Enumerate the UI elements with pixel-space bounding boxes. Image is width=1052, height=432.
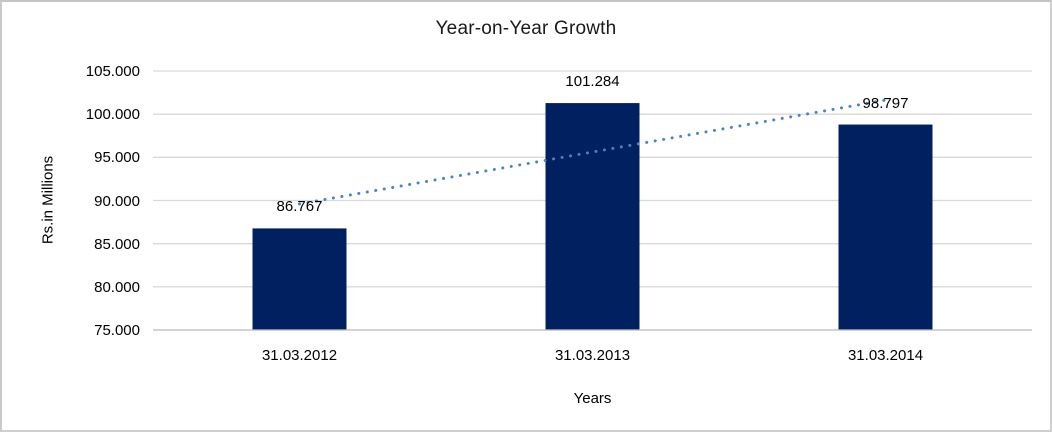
y-tick-label: 95.000 [94, 149, 140, 167]
bar [838, 124, 933, 330]
bar [252, 228, 347, 330]
y-tick-label: 90.000 [94, 192, 140, 210]
bar-series [252, 103, 933, 330]
bar-data-label: 86.767 [276, 198, 323, 216]
y-tick-label: 100.000 [85, 106, 140, 124]
y-axis-title: Rs.in Millions [39, 155, 57, 245]
y-tick-label: 75.000 [94, 322, 140, 339]
y-tick-label: 85.000 [94, 235, 140, 253]
x-axis-title: Years [573, 390, 612, 407]
x-tick-label: 31.03.2013 [554, 347, 631, 364]
y-tick-label: 80.000 [94, 278, 140, 296]
bar [545, 103, 640, 330]
y-tick-label: 105.000 [85, 63, 140, 80]
bar-data-label: 98.797 [862, 94, 909, 112]
bar-data-label: 101.284 [565, 73, 620, 91]
chart-title: Year-on-Year Growth [435, 18, 617, 39]
x-tick-label: 31.03.2012 [261, 347, 338, 364]
x-tick-label: 31.03.2014 [847, 347, 924, 364]
